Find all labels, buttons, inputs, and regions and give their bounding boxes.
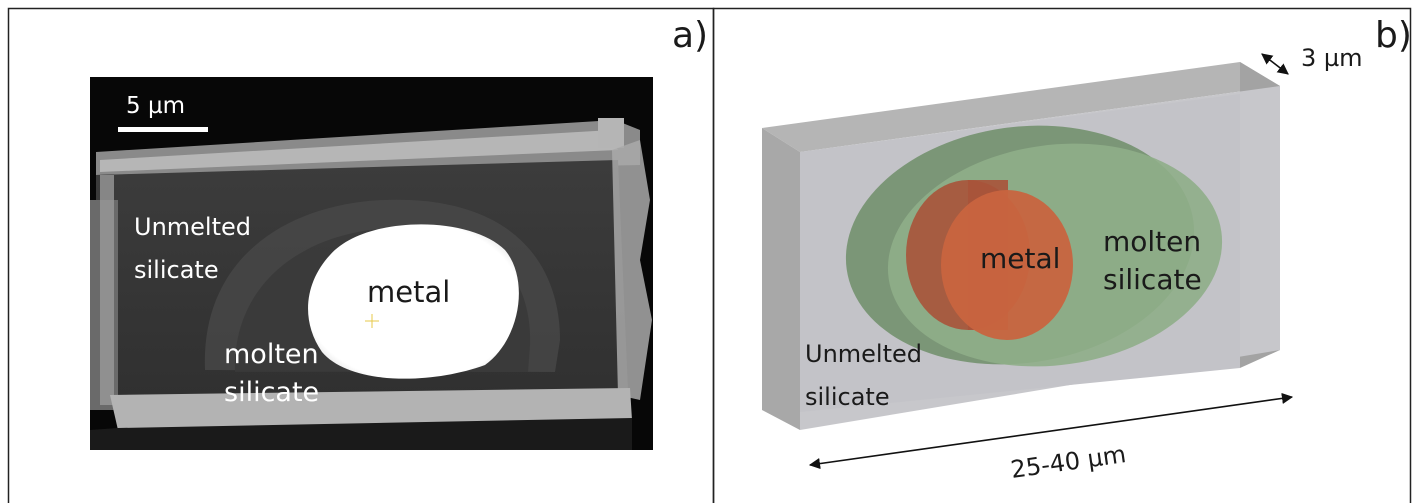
length-label: 25-40 µm bbox=[1009, 440, 1128, 484]
thickness-label: 3 µm bbox=[1301, 44, 1363, 72]
panel-b-label: b) bbox=[1375, 15, 1412, 56]
panel-a-label: a) bbox=[672, 15, 708, 56]
label-unmelted-line1-b: Unmelted bbox=[805, 340, 922, 368]
label-unmelted-line2-a: silicate bbox=[134, 256, 219, 284]
box-front-face bbox=[762, 128, 800, 430]
label-metal-b: metal bbox=[980, 242, 1060, 275]
metal-front bbox=[941, 190, 1073, 340]
length-arrow bbox=[808, 392, 1294, 470]
scalebar bbox=[118, 127, 208, 132]
panel-b-frame bbox=[712, 7, 1412, 503]
panel-a: a) bbox=[90, 15, 708, 450]
box-top-face bbox=[762, 62, 1280, 152]
label-unmelted-line1-a: Unmelted bbox=[134, 213, 251, 241]
metal-blob bbox=[308, 224, 519, 379]
label-molten-line2-b: silicate bbox=[1103, 263, 1202, 296]
crosshair-marker bbox=[365, 314, 379, 328]
label-unmelted-line2-b: silicate bbox=[805, 383, 890, 411]
label-molten-line2-a: silicate bbox=[224, 377, 319, 408]
panel-b: b) metal molten silicate Unmelted silica… bbox=[762, 15, 1412, 484]
label-metal-a: metal bbox=[367, 275, 450, 309]
scalebar-label: 5 µm bbox=[126, 93, 185, 119]
sem-image bbox=[90, 77, 653, 450]
label-molten-line1-b: molten bbox=[1103, 225, 1201, 258]
label-molten-line1-a: molten bbox=[224, 339, 319, 370]
thickness-arrow bbox=[1261, 53, 1289, 75]
